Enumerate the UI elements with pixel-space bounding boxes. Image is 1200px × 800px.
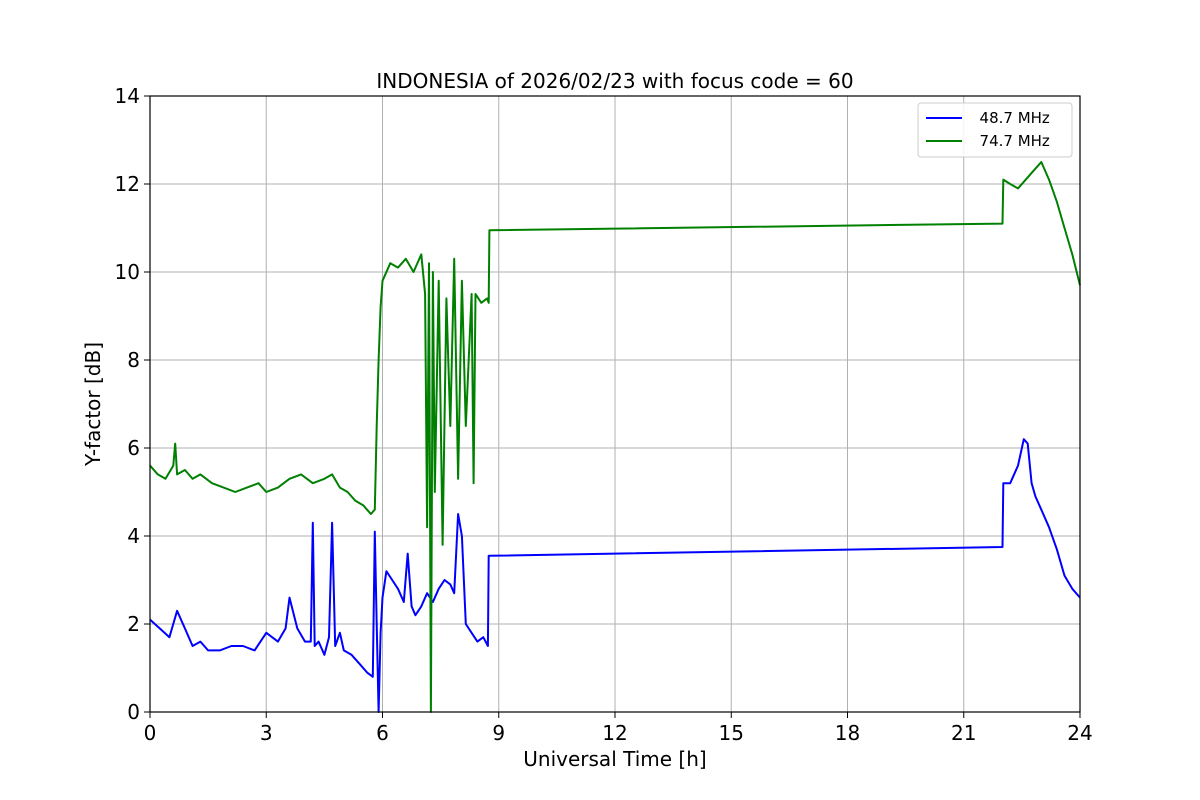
legend-box bbox=[917, 102, 1073, 158]
y-tick-label: 4 bbox=[127, 524, 140, 548]
x-tick-label: 24 bbox=[1067, 721, 1092, 745]
y-axis-label: Y-factor [dB] bbox=[81, 342, 105, 467]
y-tick-label: 6 bbox=[127, 436, 140, 460]
x-tick-label: 18 bbox=[835, 721, 860, 745]
x-tick-label: 9 bbox=[492, 721, 505, 745]
y-tick-label: 10 bbox=[115, 260, 140, 284]
chart-title: INDONESIA of 2026/02/23 with focus code … bbox=[376, 69, 853, 93]
y-tick-label: 2 bbox=[127, 612, 140, 636]
legend-label-48-7: 48.7 MHz bbox=[970, 109, 1050, 127]
legend-label-74-7: 74.7 MHz bbox=[970, 132, 1050, 150]
x-tick-label: 15 bbox=[719, 721, 744, 745]
y-tick-label: 8 bbox=[127, 348, 140, 372]
x-tick-label: 3 bbox=[260, 721, 273, 745]
series-layer bbox=[149, 161, 1081, 713]
x-tick-label: 6 bbox=[376, 721, 389, 745]
legend: 48.7 MHz 74.7 MHz bbox=[917, 102, 1073, 158]
x-axis-label: Universal Time [h] bbox=[523, 747, 706, 771]
y-tick-label: 12 bbox=[115, 172, 140, 196]
x-tick-label: 0 bbox=[144, 721, 157, 745]
y-tick-label: 14 bbox=[115, 84, 140, 108]
y-tick-label: 0 bbox=[127, 700, 140, 724]
x-tick-label: 12 bbox=[602, 721, 627, 745]
series-line-48-7-mhz bbox=[149, 438, 1081, 713]
series-line-74-7-mhz bbox=[149, 161, 1081, 713]
x-tick-label: 21 bbox=[951, 721, 976, 745]
